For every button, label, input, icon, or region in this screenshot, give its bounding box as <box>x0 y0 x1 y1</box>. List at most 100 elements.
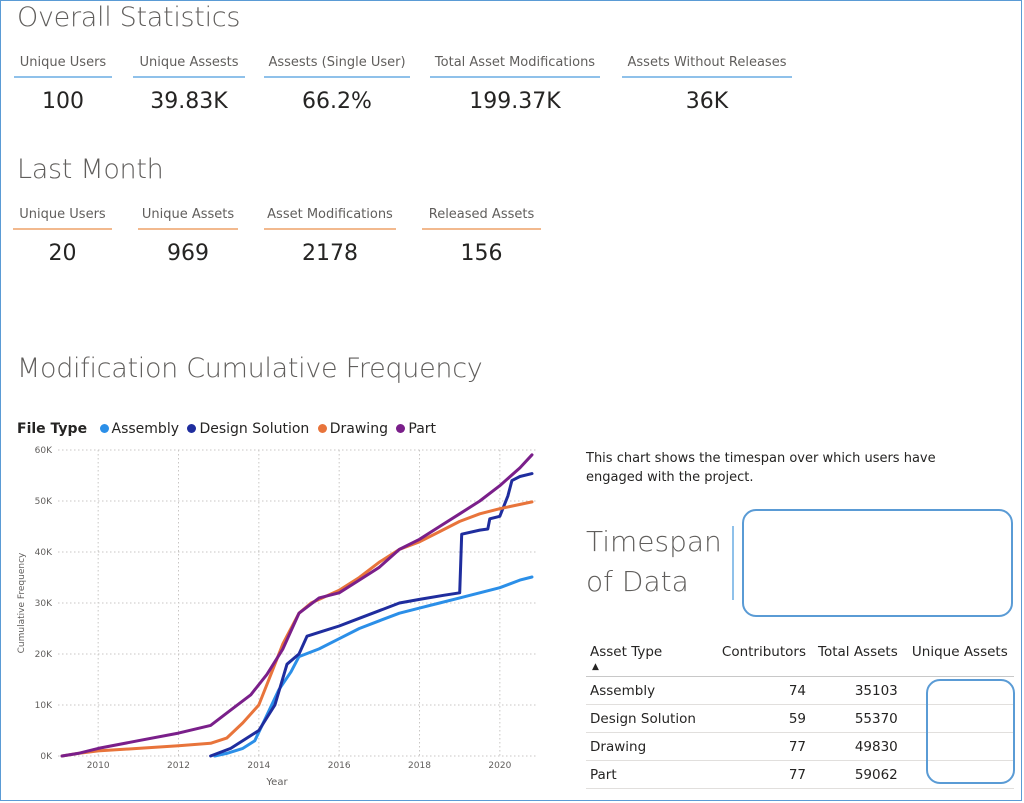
card-label: Unique Users <box>19 55 107 70</box>
card-label: Released Assets <box>428 207 535 222</box>
cell-contributors: 74 <box>714 676 812 705</box>
y-tick-label: 30K <box>35 599 53 609</box>
card-underline <box>430 76 600 78</box>
card-underline <box>13 228 112 230</box>
cell-unique-assets <box>903 760 1014 789</box>
cell-total-assets: 59062 <box>812 760 904 789</box>
card-unique-assests[interactable]: Unique Assests 39.83K <box>133 55 245 114</box>
cell-total-assets: 55370 <box>812 704 904 733</box>
card-lm-asset-modifications[interactable]: Asset Modifications 2178 <box>264 207 396 266</box>
card-underline <box>422 228 541 230</box>
col-header-unique-assets[interactable]: Unique Assets <box>903 640 1014 677</box>
y-tick-label: 50K <box>35 497 53 507</box>
x-tick-label: 2018 <box>408 761 431 771</box>
card-underline <box>138 228 238 230</box>
y-tick-label: 0K <box>40 752 53 762</box>
asset-type-table: Asset Type ▲ Contributors Total Assets U… <box>586 640 1014 789</box>
y-tick-label: 60K <box>35 446 53 456</box>
table-row[interactable]: Assembly 74 35103 <box>586 676 1014 705</box>
legend-marker-design-solution <box>187 424 197 433</box>
col-header-contributors[interactable]: Contributors <box>714 640 812 677</box>
table-header-row: Asset Type ▲ Contributors Total Assets U… <box>586 640 1014 677</box>
card-label: Unique Users <box>19 207 106 222</box>
card-underline <box>622 76 792 78</box>
cell-asset-type: Drawing <box>586 732 714 761</box>
card-value: 199.37K <box>469 89 561 114</box>
chart-grid <box>58 449 536 757</box>
card-value: 156 <box>460 241 503 266</box>
overall-statistics-title: Overall Statistics <box>17 2 241 33</box>
timespan-card-box[interactable] <box>742 509 1013 617</box>
legend-item-design-solution[interactable]: Design Solution <box>199 421 310 437</box>
cell-unique-assets <box>903 676 1014 705</box>
legend-marker-drawing <box>317 424 327 433</box>
cell-unique-assets <box>903 732 1014 761</box>
card-value: 2178 <box>302 241 358 266</box>
cell-asset-type: Part <box>586 760 714 789</box>
card-label: Assests (Single User) <box>268 55 406 70</box>
col-header-asset-type[interactable]: Asset Type ▲ <box>586 640 714 677</box>
chart-series <box>60 453 534 758</box>
legend-marker-assembly <box>99 424 109 433</box>
timespan-title-line2: of Data <box>586 565 689 598</box>
col-header-total-assets[interactable]: Total Assets <box>812 640 904 677</box>
cell-total-assets: 49830 <box>812 732 904 761</box>
timespan-title: Timespan of Data <box>586 522 722 602</box>
table-row[interactable]: Drawing 77 49830 <box>586 732 1014 761</box>
card-value: 969 <box>167 241 209 266</box>
series-line-part <box>60 453 534 758</box>
unique-assets-card-box[interactable] <box>926 679 1015 784</box>
card-lm-released-assets[interactable]: Released Assets 156 <box>422 207 541 266</box>
y-axis-label: Cumulative Frequency <box>17 552 27 653</box>
card-label: Unique Assests <box>139 55 239 70</box>
card-unique-users[interactable]: Unique Users 100 <box>14 55 112 114</box>
sort-ascending-icon: ▲ <box>592 662 599 672</box>
cell-unique-assets <box>903 704 1014 733</box>
cell-contributors: 77 <box>714 732 812 761</box>
card-label: Assets Without Releases <box>627 55 787 70</box>
x-tick-label: 2010 <box>87 761 110 771</box>
x-axis-label: Year <box>265 777 288 788</box>
card-value: 20 <box>48 241 77 266</box>
series-line-assembly <box>213 575 534 758</box>
last-month-title: Last Month <box>17 154 164 185</box>
x-tick-label: 2020 <box>488 761 511 771</box>
card-assests-single-user[interactable]: Assests (Single User) 66.2% <box>264 55 410 114</box>
x-tick-label: 2012 <box>167 761 190 771</box>
cell-total-assets: 35103 <box>812 676 904 705</box>
card-label: Unique Assets <box>141 207 235 222</box>
y-tick-label: 20K <box>35 650 53 660</box>
card-assets-without-releases[interactable]: Assets Without Releases 36K <box>622 55 792 114</box>
legend-title: File Type <box>17 421 88 437</box>
x-tick-label: 2014 <box>247 761 270 771</box>
card-total-asset-modifications[interactable]: Total Asset Modifications 199.37K <box>430 55 600 114</box>
card-underline <box>133 76 245 78</box>
legend-item-assembly[interactable]: Assembly <box>111 421 179 437</box>
card-value: 36K <box>685 89 729 114</box>
legend-item-part[interactable]: Part <box>408 421 437 437</box>
y-axis-ticks: 0K 10K 20K 30K 40K 50K 60K <box>35 446 53 762</box>
card-label: Total Asset Modifications <box>434 55 596 70</box>
x-axis-ticks: 2010 2012 2014 2016 2018 2020 <box>87 761 512 771</box>
table-row[interactable]: Part 77 59062 <box>586 760 1014 789</box>
timespan-accent-bar <box>732 526 734 600</box>
cell-contributors: 77 <box>714 760 812 789</box>
timespan-title-line1: Timespan <box>586 525 722 558</box>
x-tick-label: 2016 <box>328 761 351 771</box>
legend-item-drawing[interactable]: Drawing <box>329 421 388 437</box>
table-row[interactable]: Design Solution 59 55370 <box>586 704 1014 733</box>
timespan-description: This chart shows the timespan over which… <box>586 451 936 485</box>
y-tick-label: 40K <box>35 548 53 558</box>
card-underline <box>264 228 396 230</box>
col-header-label: Asset Type <box>590 644 663 660</box>
card-lm-unique-assets[interactable]: Unique Assets 969 <box>138 207 238 266</box>
legend-marker-part <box>396 424 406 433</box>
y-tick-label: 10K <box>35 701 53 711</box>
series-line-design-solution <box>209 472 534 758</box>
cell-asset-type: Design Solution <box>586 704 714 733</box>
card-lm-unique-users[interactable]: Unique Users 20 <box>13 207 112 266</box>
card-label: Asset Modifications <box>267 207 393 222</box>
card-value: 39.83K <box>150 89 228 114</box>
